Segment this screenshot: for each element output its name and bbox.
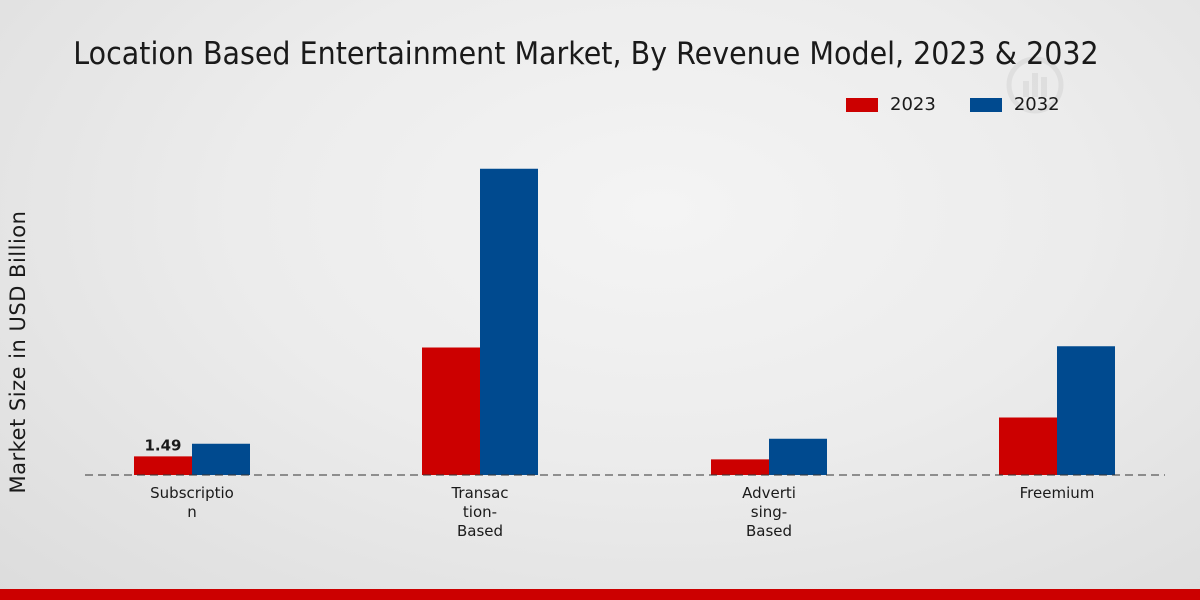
legend-item-2023: 2023 <box>846 94 936 115</box>
bar-2032-0 <box>192 443 250 475</box>
x-tick-label-1-2: Based <box>457 522 503 540</box>
bar-2023-1 <box>422 347 480 475</box>
bar-2032-1 <box>480 168 538 475</box>
legend-label-2032: 2032 <box>1013 94 1060 115</box>
x-tick-label-3-0: Freemium <box>1020 484 1095 502</box>
bar-2023-2 <box>711 459 769 475</box>
x-tick-label-0-0: Subscriptio <box>150 484 234 502</box>
data-label-0: 1.49 <box>144 436 181 454</box>
x-tick-label-1-0: Transac <box>450 484 508 502</box>
x-tick-label-1-1: tion- <box>463 503 497 521</box>
x-tick-label-0-1: n <box>187 503 197 521</box>
legend-label-2023: 2023 <box>890 94 936 115</box>
x-tick-label-2-2: Based <box>746 522 792 540</box>
x-tick-label-2-1: sing- <box>751 503 787 521</box>
bar-2032-2 <box>769 438 827 475</box>
watermark-logo <box>995 55 1075 115</box>
legend-swatch-2023 <box>846 97 878 112</box>
chart-title: Location Based Entertainment Market, By … <box>73 36 1099 72</box>
legend-item-2032: 2032 <box>969 94 1060 115</box>
bar-2023-0 <box>134 456 192 475</box>
x-tick-label-2-0: Adverti <box>742 484 796 502</box>
chart-legend: 2023 2032 <box>846 94 1094 115</box>
bottom-accent-bar <box>0 589 1200 600</box>
bar-2023-3 <box>999 417 1057 475</box>
legend-swatch-2032 <box>969 97 1002 112</box>
bar-2032-3 <box>1057 346 1115 475</box>
